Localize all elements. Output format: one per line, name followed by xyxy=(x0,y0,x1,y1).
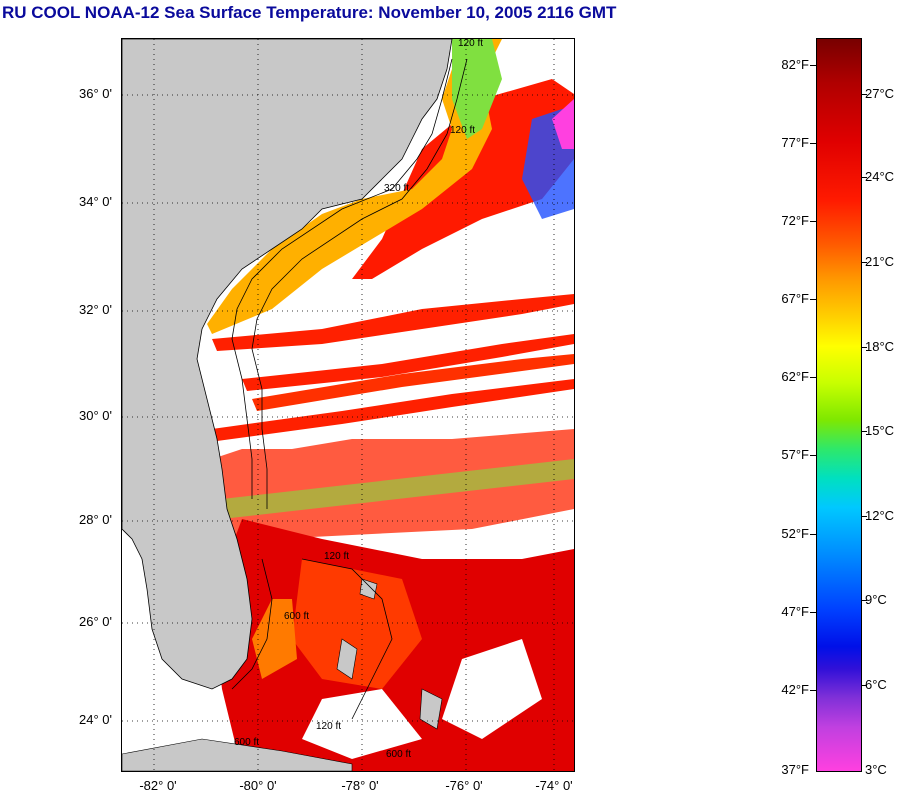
colorbar-f-label: 47°F xyxy=(781,604,809,619)
island xyxy=(336,638,358,680)
shelf-water-north xyxy=(207,39,502,334)
contour-label: 320 ft xyxy=(384,183,410,194)
contour-label: 120 ft xyxy=(450,125,476,136)
cool-streak xyxy=(222,459,574,519)
colorbar-tick xyxy=(861,347,867,348)
colorbar-f-label: 62°F xyxy=(781,369,809,384)
colorbar-f-label: 72°F xyxy=(781,213,809,228)
cool-water-north xyxy=(452,39,502,139)
colorbar-tick xyxy=(861,262,867,263)
colorbar-tick xyxy=(810,65,816,66)
warm-stripe-1 xyxy=(212,294,574,351)
warm-stripe-2 xyxy=(242,334,574,391)
colorbar-f-label: 57°F xyxy=(781,447,809,462)
colorbar-tick xyxy=(861,685,867,686)
latitude-label: 28° 0' xyxy=(79,512,112,527)
colorbar-tick xyxy=(810,299,816,300)
longitude-label: -82° 0' xyxy=(139,778,177,793)
colorbar-c-label: 18°C xyxy=(865,339,895,354)
depth-contour xyxy=(301,558,393,720)
cloud-southeast xyxy=(442,639,542,739)
colorbar-f-label: 37°F xyxy=(781,762,809,777)
florida-bay-water xyxy=(252,599,297,679)
colorbar-c-label: 6°C xyxy=(865,677,887,692)
colorbar-f-label: 67°F xyxy=(781,291,809,306)
map-title: RU COOL NOAA-12 Sea Surface Temperature:… xyxy=(2,3,617,22)
colorbar-c-label: 21°C xyxy=(865,254,895,269)
colorbar-tick xyxy=(810,612,816,613)
contour-label: 120 ft xyxy=(316,721,342,732)
depth-contour xyxy=(231,558,273,690)
colorbar-tick xyxy=(861,431,867,432)
colorbar-f-label: 52°F xyxy=(781,526,809,541)
bahamas-bank-water xyxy=(292,559,422,689)
depth-contour xyxy=(251,58,468,509)
sst-map: 120 ft 120 ft 320 ft 120 ft 600 ft 120 f… xyxy=(121,38,575,772)
contour-label: 600 ft xyxy=(234,737,260,748)
colorbar-c-label: 9°C xyxy=(865,592,887,607)
longitude-label: -78° 0' xyxy=(341,778,379,793)
colorbar-c-label: 3°C xyxy=(865,762,887,777)
very-cold-patch xyxy=(552,99,574,149)
sst-map-canvas xyxy=(122,39,574,771)
land-mass xyxy=(122,39,453,690)
temperature-colorbar xyxy=(816,38,862,772)
colorbar-tick xyxy=(810,221,816,222)
warm-water-north xyxy=(352,79,574,279)
colorbar-c-label: 12°C xyxy=(865,508,895,523)
colorbar-f-label: 77°F xyxy=(781,135,809,150)
longitude-label: -74° 0' xyxy=(535,778,573,793)
island xyxy=(419,688,443,730)
colorbar-tick xyxy=(861,94,867,95)
colorbar-f-label: 82°F xyxy=(781,57,809,72)
colorbar-tick xyxy=(861,516,867,517)
latitude-label: 24° 0' xyxy=(79,712,112,727)
colorbar-tick xyxy=(810,455,816,456)
warm-stripe-3 xyxy=(252,354,574,411)
contour-label: 600 ft xyxy=(386,749,412,760)
colorbar-c-label: 27°C xyxy=(865,86,895,101)
depth-contour xyxy=(231,58,453,499)
contour-label: 120 ft xyxy=(458,38,484,49)
contour-label: 120 ft xyxy=(324,551,350,562)
latitude-label: 36° 0' xyxy=(79,86,112,101)
colorbar-c-label: 15°C xyxy=(865,423,895,438)
colorbar-tick xyxy=(810,690,816,691)
graticule xyxy=(122,39,574,771)
colorbar-f-label: 42°F xyxy=(781,682,809,697)
colorbar-tick xyxy=(861,600,867,601)
warm-stripe-4 xyxy=(212,379,574,441)
colorbar-tick xyxy=(810,143,816,144)
latitude-label: 34° 0' xyxy=(79,194,112,209)
contour-label: 600 ft xyxy=(284,611,310,622)
longitude-label: -76° 0' xyxy=(445,778,483,793)
latitude-label: 26° 0' xyxy=(79,614,112,629)
longitude-label: -80° 0' xyxy=(239,778,277,793)
colorbar-c-label: 24°C xyxy=(865,169,895,184)
latitude-label: 32° 0' xyxy=(79,302,112,317)
colorbar-tick xyxy=(810,534,816,535)
cuba-land xyxy=(122,738,353,771)
latitude-label: 30° 0' xyxy=(79,408,112,423)
island xyxy=(359,578,378,600)
colorbar-tick xyxy=(861,177,867,178)
colorbar-tick xyxy=(810,377,816,378)
